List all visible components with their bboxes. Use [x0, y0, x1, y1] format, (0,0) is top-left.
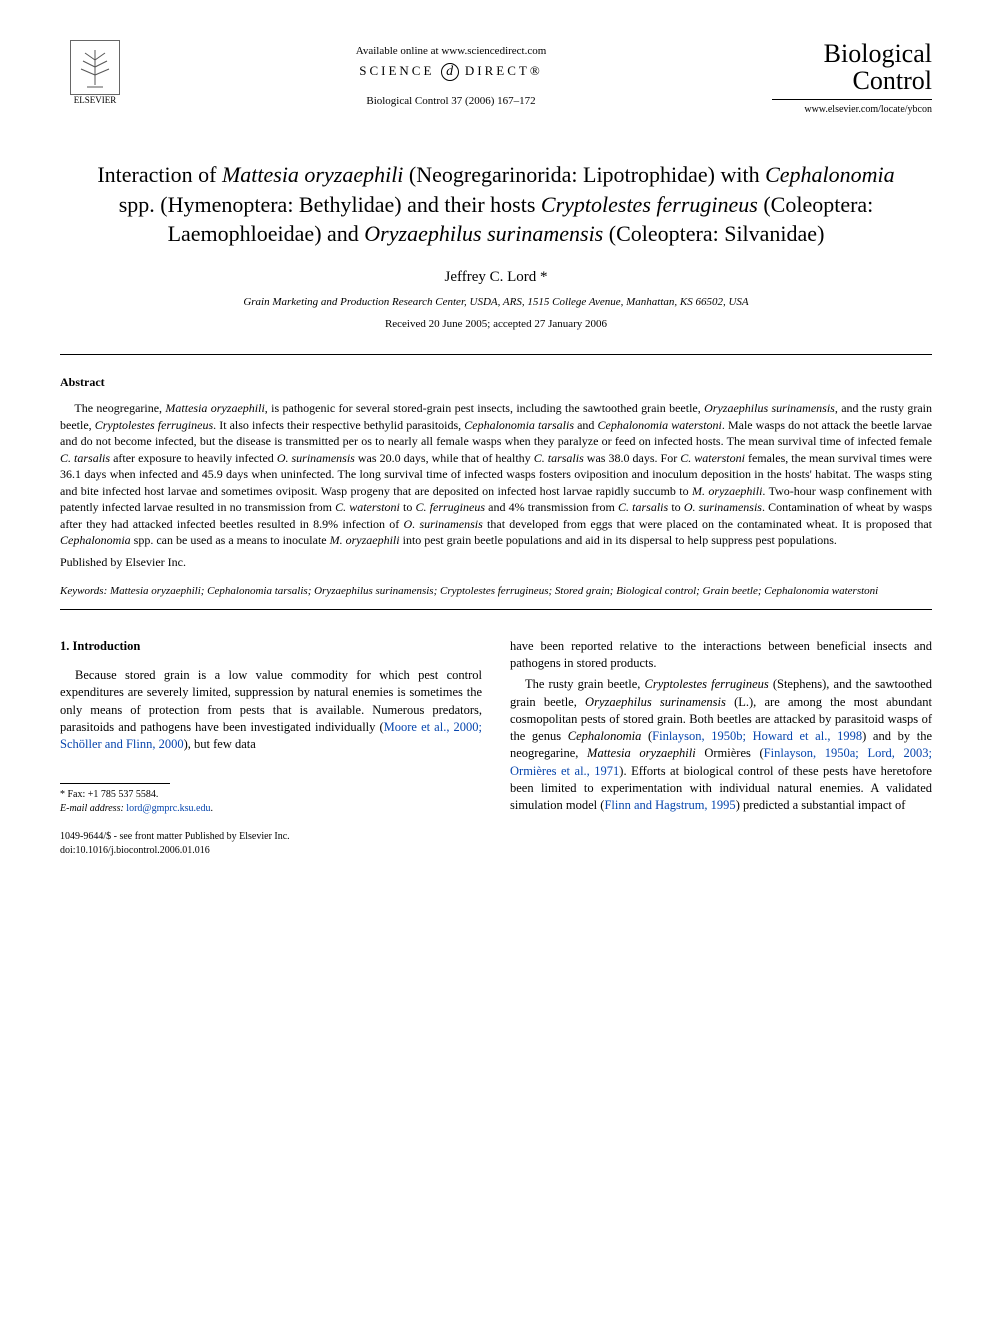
ab-m: and 4% transmission from	[485, 500, 618, 514]
ab-l: to	[400, 500, 416, 514]
ab-i11: C. waterstoni	[335, 500, 400, 514]
footnote-block: * Fax: +1 785 537 5584. E-mail address: …	[60, 788, 482, 816]
center-header: Available online at www.sciencedirect.co…	[130, 40, 772, 107]
science-direct-logo: SCIENCE d DIRECT®	[130, 63, 772, 81]
ab-a: The neogregarine,	[74, 401, 165, 415]
ab-i8: C. tarsalis	[534, 451, 584, 465]
ab-i5: Cephalonomia waterstoni	[597, 418, 721, 432]
journal-title: Biological Control	[772, 40, 932, 100]
elsevier-logo: ELSEVIER	[60, 40, 130, 120]
intro-heading: 1. Introduction	[60, 638, 482, 655]
c2-i4: Mattesia oryzaephili	[587, 746, 696, 760]
journal-title-box: Biological Control www.elsevier.com/loca…	[772, 40, 932, 115]
ab-i16: Cephalonomia	[60, 533, 131, 547]
email-suffix: .	[211, 803, 214, 814]
author: Jeffrey C. Lord *	[60, 269, 932, 286]
ab-n: to	[668, 500, 684, 514]
page-header: ELSEVIER Available online at www.science…	[60, 40, 932, 120]
ab-i3: Cryptolestes ferrugineus	[95, 418, 213, 432]
column-right: have been reported relative to the inter…	[510, 638, 932, 858]
published-by: Published by Elsevier Inc.	[60, 555, 932, 570]
copyright-line1: 1049-9644/$ - see front matter Published…	[60, 830, 482, 844]
c2-i1: Cryptolestes ferrugineus	[645, 677, 769, 691]
ab-i14: O. surinamensis	[684, 500, 762, 514]
rule-bottom	[60, 609, 932, 610]
c2-i3: Cephalonomia	[568, 729, 642, 743]
ab-i15: O. surinamensis	[404, 517, 483, 531]
ab-r: into pest grain beetle populations and a…	[400, 533, 837, 547]
title-i3: Cryptolestes ferrugineus	[541, 192, 758, 217]
c2-h: ) predicted a substantial impact of	[736, 798, 906, 812]
ab-d: . It also infects their respective bethy…	[213, 418, 464, 432]
abstract-text: The neogregarine, Mattesia oryzaephili, …	[60, 400, 932, 549]
ab-q: spp. can be used as a means to inoculate	[131, 533, 330, 547]
c2-link1[interactable]: Finlayson, 1950b; Howard et al., 1998	[652, 729, 862, 743]
ab-p: that developed from eggs that were place…	[483, 517, 932, 531]
footnote-rule	[60, 783, 170, 784]
ab-i7: O. surinamensis	[277, 451, 355, 465]
copyright-block: 1049-9644/$ - see front matter Published…	[60, 830, 482, 857]
sd-right: DIRECT®	[465, 63, 543, 78]
c2-f: Ormières (	[696, 746, 764, 760]
c2-d: (	[641, 729, 652, 743]
sd-left: SCIENCE	[359, 63, 434, 78]
sd-d-icon: d	[441, 63, 459, 81]
c2-i2: Oryzaephilus surinamensis	[585, 695, 726, 709]
ab-i13: C. tarsalis	[618, 500, 668, 514]
footnote-email-line: E-mail address: lord@gmprc.ksu.edu.	[60, 802, 482, 816]
title-t1: Interaction of	[97, 162, 222, 187]
title-t2: (Neogregarinorida: Lipotrophidae) with	[403, 162, 765, 187]
ab-i10: M. oryzaephili	[692, 484, 762, 498]
email-label: E-mail address:	[60, 803, 126, 814]
abstract-heading: Abstract	[60, 375, 932, 390]
column-left: 1. Introduction Because stored grain is …	[60, 638, 482, 858]
c2-a: The rusty grain beetle,	[525, 677, 645, 691]
ab-i6: C. tarsalis	[60, 451, 110, 465]
ab-i9: C. waterstoni	[680, 451, 745, 465]
article-dates: Received 20 June 2005; accepted 27 Janua…	[60, 318, 932, 330]
ab-i17: M. oryzaephili	[330, 533, 400, 547]
intro-para-1: Because stored grain is a low value comm…	[60, 667, 482, 753]
journal-url[interactable]: www.elsevier.com/locate/ybcon	[772, 104, 932, 115]
ab-i2: Oryzaephilus surinamensis	[704, 401, 835, 415]
keywords-label: Keywords:	[60, 585, 110, 597]
c2-link3[interactable]: Flinn and Hagstrum, 1995	[604, 798, 735, 812]
col2-para1: have been reported relative to the inter…	[510, 638, 932, 673]
ab-i12: C. ferrugineus	[416, 500, 485, 514]
keywords-list: Mattesia oryzaephili; Cephalonomia tarsa…	[110, 585, 878, 597]
col2-para2: The rusty grain beetle, Cryptolestes fer…	[510, 676, 932, 814]
body-columns: 1. Introduction Because stored grain is …	[60, 638, 932, 858]
keywords: Keywords: Mattesia oryzaephili; Cephalon…	[60, 584, 932, 599]
ab-h: was 20.0 days, while that of healthy	[355, 451, 534, 465]
footnote-fax: * Fax: +1 785 537 5584.	[60, 788, 482, 802]
c1-b: ), but few data	[184, 737, 256, 751]
title-i4: Oryzaephilus surinamensis	[364, 221, 603, 246]
title-i1: Mattesia oryzaephili	[222, 162, 403, 187]
article-title: Interaction of Mattesia oryzaephili (Neo…	[80, 160, 912, 249]
elsevier-tree-icon	[70, 40, 120, 95]
ab-i: was 38.0 days. For	[584, 451, 680, 465]
journal-reference: Biological Control 37 (2006) 167–172	[130, 95, 772, 107]
title-t5: (Coleoptera: Silvanidae)	[603, 221, 824, 246]
doi-line: doi:10.1016/j.biocontrol.2006.01.016	[60, 844, 482, 858]
available-online-text: Available online at www.sciencedirect.co…	[130, 45, 772, 57]
email-link[interactable]: lord@gmprc.ksu.edu	[126, 803, 210, 814]
ab-g: after exposure to heavily infected	[110, 451, 277, 465]
ab-e: and	[574, 418, 597, 432]
jt-line1: Biological	[824, 39, 932, 68]
affiliation: Grain Marketing and Production Research …	[60, 296, 932, 308]
elsevier-label: ELSEVIER	[74, 95, 117, 105]
ab-b: , is pathogenic for several stored-grain…	[265, 401, 704, 415]
ab-i4: Cephalonomia tarsalis	[464, 418, 574, 432]
jt-line2: Control	[853, 66, 932, 95]
title-i2: Cephalonomia	[765, 162, 895, 187]
ab-i1: Mattesia oryzaephili	[165, 401, 264, 415]
title-t3: spp. (Hymenoptera: Bethylidae) and their…	[119, 192, 541, 217]
rule-top	[60, 354, 932, 355]
